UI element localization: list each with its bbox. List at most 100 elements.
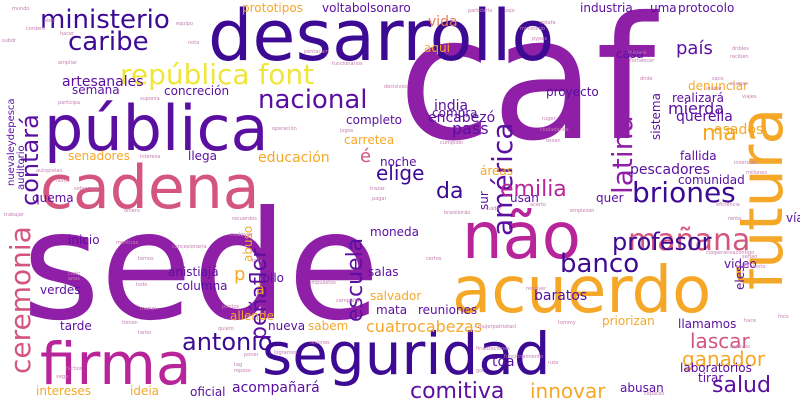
cloud-word-small: empiezan [570,208,594,214]
cloud-word-small: trabajar [4,212,25,218]
cloud-word-caribe: caribe [68,27,149,57]
cloud-word-small: equipo [176,21,193,27]
cloud-word-toa: toa [492,354,515,370]
cloud-word-rollo: rollo [258,271,284,285]
cloud-word-tarde: tarde [60,319,92,333]
cloud-word-uma: uma [650,1,677,15]
cloud-word-small: favor [56,178,70,184]
cloud-word-seguridad: seguridad [262,320,551,388]
cloud-word-vida: vida [428,14,458,30]
cloud-word-sur: sur [477,191,491,210]
cloud-word-video: video [724,257,757,271]
cloud-word-proyecto: proyecto [546,85,599,99]
cloud-word-small: mujerpatriotacl [478,324,516,330]
cloud-word-small: autopistas [36,168,62,174]
cloud-word-desarrollo: desarrollo [208,0,554,77]
cloud-word-small: eficiencia [716,202,740,208]
cloud-word-acuerdo: acuerdo [452,254,711,328]
cloud-word-small: bajo [504,8,515,14]
cloud-word-profesor: profesor [612,228,712,256]
cloud-word-completo: completo [346,113,402,127]
cloud-word-sabem: sabem [308,319,348,333]
cloud-word-nacional: nacional [258,85,367,115]
cloud-word-briones: briones [632,176,736,209]
cloud-word-small: fortalecer [630,58,655,64]
cloud-word-ganador: ganador [682,347,766,371]
cloud-word-priorizan: priorizan [602,314,655,328]
cloud-word-small: crecimiento [736,264,765,270]
cloud-word-small: tag [234,362,242,368]
cloud-word-antonio: antonio [182,328,273,356]
cloud-word-sistema: sistema [649,93,663,140]
cloud-word-small: millones [746,170,767,176]
cloud-word-small: nota [188,40,199,46]
cloud-word-small: funcionamiento [504,354,543,360]
cloud-word-e: é [360,146,371,167]
cloud-word-small: estafa [540,20,556,26]
cloud-word-small: cooperativacontigo [706,250,754,256]
cloud-word-nueva: nueva [268,319,305,333]
cloud-word-small: gol [476,368,484,374]
cloud-word-small: sofascore [74,186,98,192]
cloud-word-small: poner [244,352,259,358]
cloud-word-comitiva: comitiva [410,379,504,400]
cloud-word-small: finalizaciones [476,346,510,352]
cloud-word-anistiaja: anistiajá [168,265,219,279]
cloud-word-eles: eles [733,266,747,290]
cloud-word-abusan: abusan [620,381,664,395]
cloud-word-llega: llega [188,149,217,163]
cloud-word-small: ampliar [58,60,78,66]
cloud-word-small: tanto [138,330,151,336]
cloud-word-small: bola [252,258,263,264]
cloud-word-via: vía [786,211,800,225]
cloud-word-nuevaleydepesca: nuevaleydepesca [6,98,17,186]
cloud-word-futura: futura [727,108,797,290]
cloud-word-latina: latina [606,115,639,194]
cloud-word-escuela: escuela [343,238,368,322]
cloud-word-small: ocupar [730,81,748,87]
cloud-word-small: partidario [468,8,492,14]
cloud-word-voltabolsonaro: voltabolsonaro [322,1,411,15]
cloud-word-small: cumplido [440,140,463,146]
cloud-word-tirar: tirar [698,371,723,385]
cloud-word-small: mentiras [116,240,139,246]
cloud-word-small: tommy [558,320,576,326]
cloud-word-firma: firma [40,330,191,398]
cloud-word-industria: industria [580,1,633,15]
cloud-word-da: da [436,179,463,204]
cloud-word-casa: casa [616,47,644,61]
cloud-word-small: foco [778,314,789,320]
cloud-word-small: suponía [140,95,160,102]
cloud-word-banco: banco [560,249,639,279]
cloud-word-compra: compra [432,106,478,120]
cloud-word-small: vega [56,374,68,380]
cloud-word-small: jogos [339,128,354,134]
cloud-word-salvador: salvador [370,289,421,303]
cloud-word-a: à [256,282,265,298]
cloud-word-small: cordero [26,26,45,32]
cloud-word-small: anos [68,276,80,282]
cloud-word-noche: noche [380,155,417,169]
cloud-word-small: dinero [124,208,140,214]
cloud-word-small: quiero [218,326,234,332]
cloud-word-quer: quer [596,191,624,205]
cloud-word-republica-font: república font [120,58,314,91]
cloud-word-encabezo: encabezó [428,110,495,126]
cloud-word-aqui: aquí [424,41,451,55]
cloud-word-small: tienen [122,320,138,326]
cloud-word-p: p [234,264,245,285]
cloud-word-small: viajes [742,94,757,100]
cloud-word-small: ministerio [520,26,545,32]
cloud-word-pescadores: pescadores [630,162,710,178]
cloud-word-concrecion: concreción [164,84,229,98]
cloud-word-small: inversión [734,159,757,166]
cloud-word-small: resolver [526,286,547,292]
cloud-word-small: certos [426,256,442,262]
cloud-word-usan: usan [510,191,539,205]
cloud-word-small: interesa [140,154,160,160]
cloud-word-senadores: senadores [68,149,130,163]
cloud-word-sede: sede [22,180,380,354]
cloud-word-small: ossan [546,138,561,144]
cloud-word-ideia: ideia [130,384,159,398]
cloud-word-small: cuán [68,270,80,277]
